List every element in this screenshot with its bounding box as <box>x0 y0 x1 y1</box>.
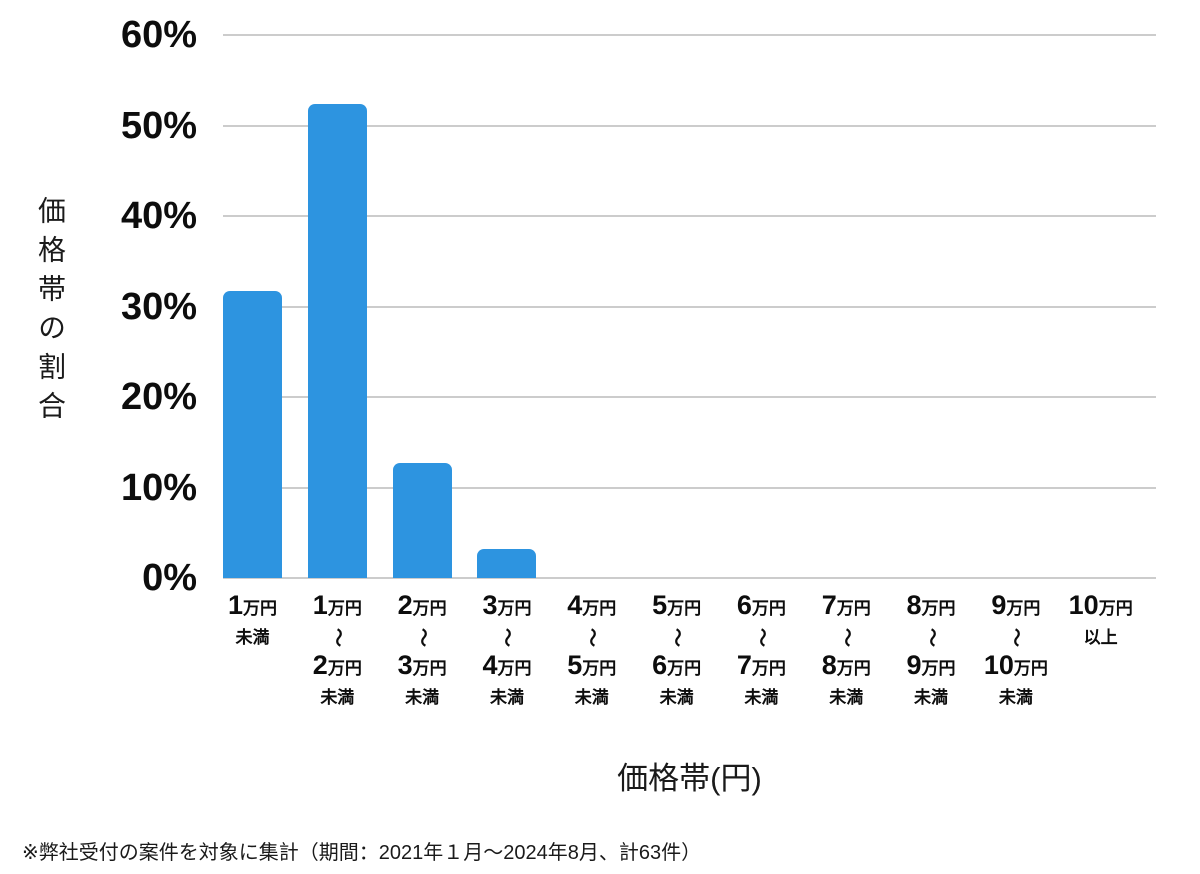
x-tick-label: 2万円〜 3万円 未満 <box>397 590 447 707</box>
tilde-glyph: 〜 <box>666 627 688 648</box>
gridline <box>223 396 1156 398</box>
x-tick-label: 9万円〜 10万円 未満 <box>983 590 1048 707</box>
gridline <box>223 577 1156 579</box>
x-tick-label: 7万円〜 8万円 未満 <box>821 590 871 707</box>
x-tick-label: 4万円〜 5万円 未満 <box>567 590 617 707</box>
gridline <box>223 215 1156 217</box>
x-tick-label: 10万円 以上 <box>1068 590 1133 647</box>
y-axis-title: 価格帯の割合 <box>35 196 66 430</box>
tilde-glyph: 〜 <box>1005 627 1027 648</box>
y-tick-label: 50% <box>120 104 197 147</box>
tilde-glyph: 〜 <box>581 627 603 648</box>
x-tick-label: 8万円〜 9万円 未満 <box>906 590 956 707</box>
x-tick-label: 3万円〜 4万円 未満 <box>482 590 532 707</box>
gridline <box>223 34 1156 36</box>
y-tick-label: 20% <box>120 376 197 418</box>
x-axis-title: 価格帯(円) <box>617 761 762 796</box>
tilde-glyph: 〜 <box>411 627 433 648</box>
x-tick-label: 5万円〜 6万円 未満 <box>652 590 702 707</box>
y-tick-label: 30% <box>120 285 197 328</box>
x-tick-label: 6万円〜 7万円 未満 <box>736 590 786 707</box>
y-tick-label: 40% <box>120 195 197 237</box>
y-tick-label: 60% <box>120 14 197 56</box>
gridline <box>223 305 1156 308</box>
bar-1万円未満 <box>223 291 282 578</box>
tilde-glyph: 〜 <box>750 627 772 648</box>
tilde-glyph: 〜 <box>326 627 348 648</box>
tilde-glyph: 〜 <box>920 627 942 648</box>
x-tick-label: 1万円〜 2万円 未満 <box>312 590 362 707</box>
tilde-glyph: 〜 <box>496 627 518 648</box>
gridline <box>223 486 1156 489</box>
y-tick-label: 10% <box>120 466 197 509</box>
footnote: ※弊社受付の案件を対象に集計（期間：2021年１月～2024年8月、計63件） <box>22 842 702 864</box>
bar-1万円〜2万円未満 <box>307 103 367 578</box>
bar-3万円〜4万円未満 <box>477 549 537 578</box>
bar-2万円〜3万円未満 <box>392 463 452 578</box>
plot-area <box>223 34 1156 579</box>
tilde-glyph: 〜 <box>835 627 857 648</box>
y-tick-label: 0% <box>142 557 197 599</box>
x-tick-label: 1万円 未満 <box>227 590 278 647</box>
gridline <box>223 124 1156 127</box>
